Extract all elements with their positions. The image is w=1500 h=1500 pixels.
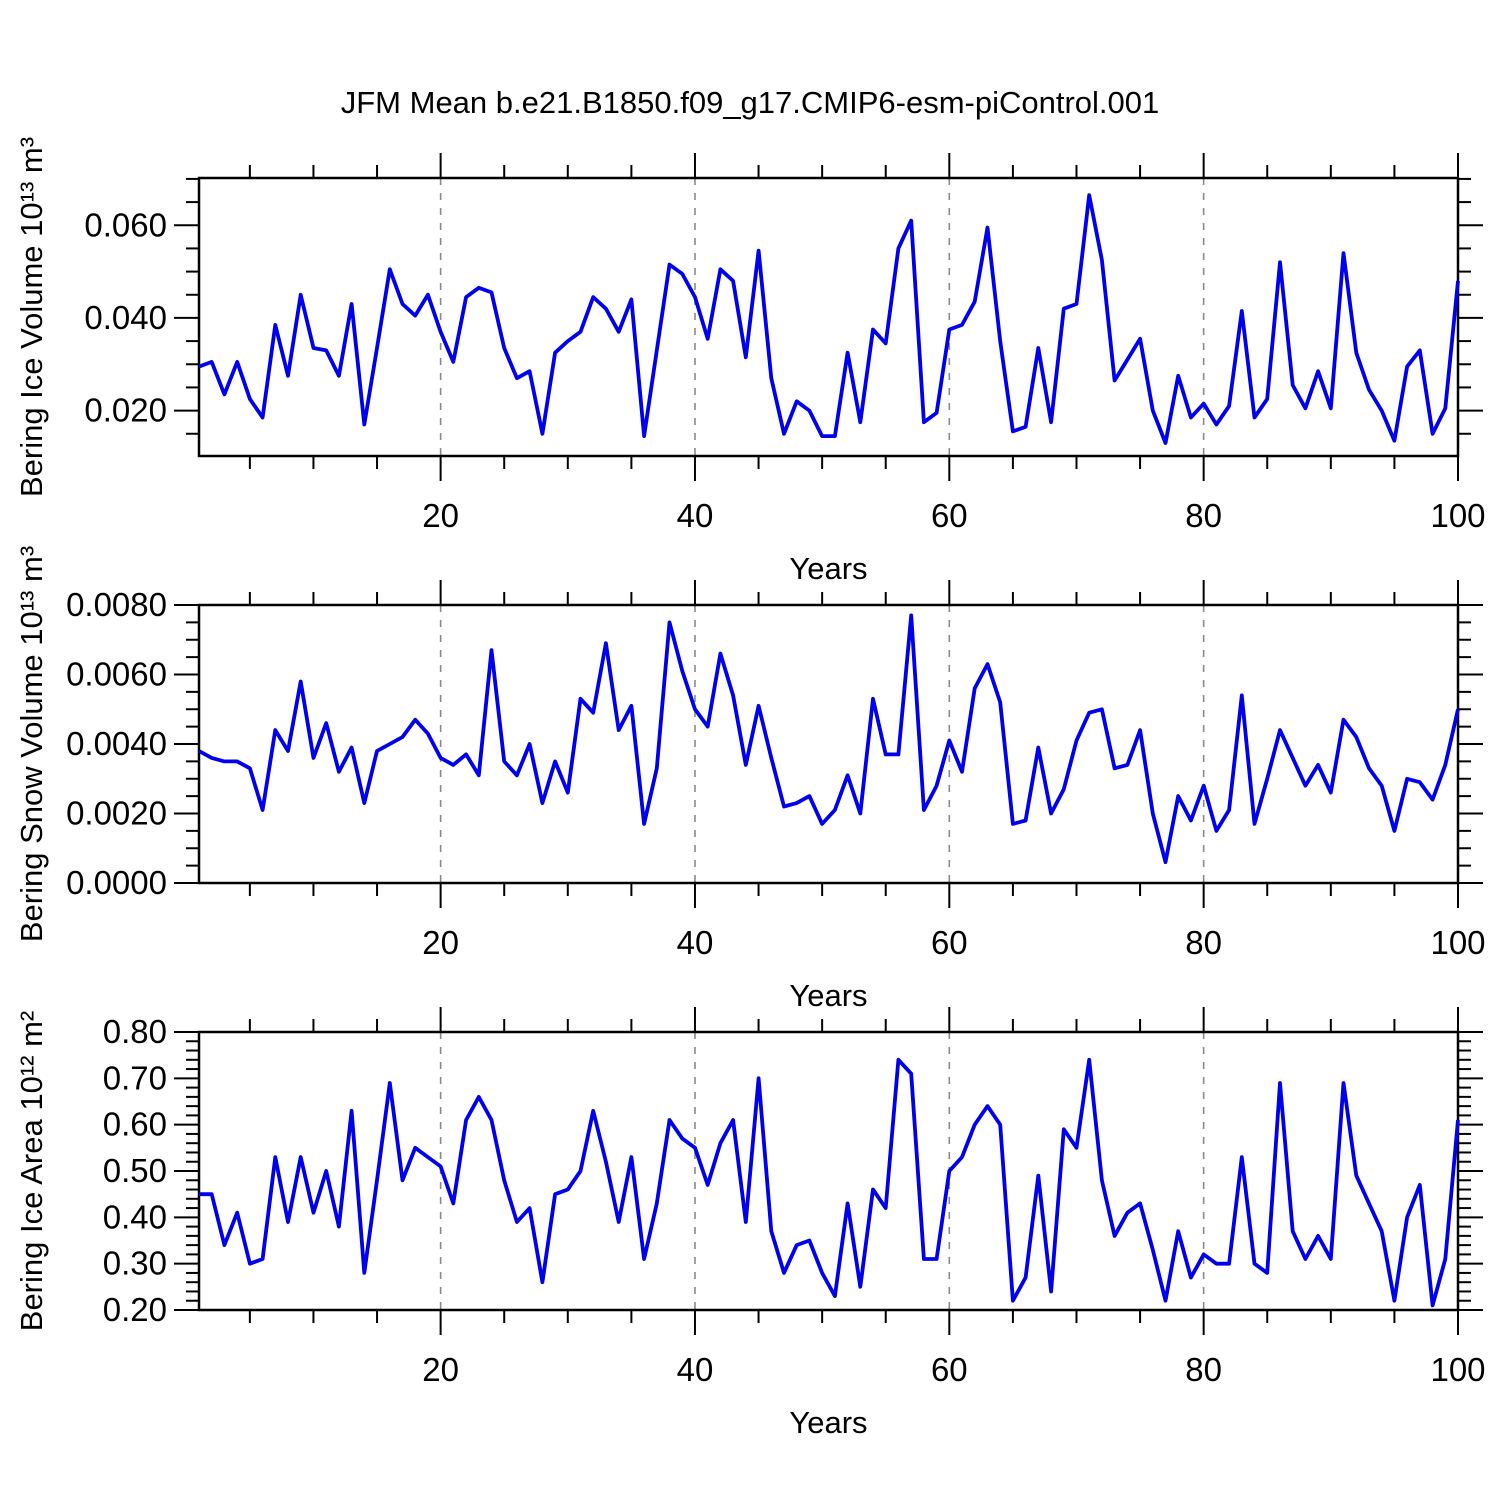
plot-frame	[197, 176, 1460, 458]
svg-text:0.60: 0.60	[103, 1106, 167, 1143]
axis-ticks	[174, 153, 1483, 481]
x-tick-labels: 20 40 60 80 100	[422, 1351, 1485, 1388]
gridlines	[439, 178, 1205, 456]
svg-text:20: 20	[422, 924, 459, 961]
svg-text:20: 20	[422, 1351, 459, 1388]
svg-text:0.040: 0.040	[84, 299, 167, 336]
svg-text:0.50: 0.50	[103, 1152, 167, 1189]
snow-volume-line	[198, 613, 1460, 864]
svg-text:0.0000: 0.0000	[66, 864, 167, 901]
svg-text:0.0040: 0.0040	[66, 725, 167, 762]
svg-text:100: 100	[1430, 497, 1485, 534]
svg-text:0.30: 0.30	[103, 1245, 167, 1282]
svg-text:0.70: 0.70	[103, 1059, 167, 1096]
svg-text:80: 80	[1185, 1351, 1222, 1388]
svg-text:0.20: 0.20	[103, 1291, 167, 1328]
axis-ticks	[174, 1007, 1483, 1335]
svg-text:20: 20	[422, 497, 459, 534]
svg-text:0.0060: 0.0060	[66, 656, 167, 693]
panel-snow-volume: 20 40 60 80 100 0.0000 0.0020 0.0040 0.0060 0.008…	[14, 546, 1486, 1013]
chart-title: JFM Mean b.e21.B1850.f09_g17.CMIP6-esm-p…	[341, 85, 1160, 120]
svg-text:0.40: 0.40	[103, 1198, 167, 1235]
ice-area-line	[199, 1057, 1460, 1308]
svg-text:80: 80	[1185, 924, 1222, 961]
x-axis-title-ice-area: Years	[789, 1405, 867, 1440]
x-axis-title-snow-volume: Years	[789, 978, 867, 1013]
y-axis-title-snow-volume: Bering Snow Volume 10¹³ m³	[14, 546, 49, 942]
svg-text:60: 60	[931, 924, 968, 961]
panel-ice-volume: 20 40 60 80 100 0.020 0.040 0.060 Years Bering Ic…	[14, 137, 1486, 586]
svg-text:60: 60	[931, 497, 968, 534]
x-tick-labels: 20 40 60 80 100	[422, 497, 1485, 534]
panels-group: 20 40 60 80 100 0.020 0.040 0.060 Years Bering Ic…	[14, 137, 1486, 1440]
panel-ice-area: 20 40 60 80 100 0.20 0.30 0.40 0.50 0.60 0.70 0.80 Y…	[14, 1007, 1486, 1440]
x-tick-labels: 20 40 60 80 100	[422, 924, 1485, 961]
y-tick-labels: 0.0000 0.0020 0.0040 0.0060 0.0080	[66, 586, 167, 901]
y-tick-labels: 0.20 0.30 0.40 0.50 0.60 0.70 0.80	[103, 1013, 167, 1328]
y-axis-title-ice-volume: Bering Ice Volume 10¹³ m³	[14, 137, 49, 497]
svg-text:100: 100	[1430, 1351, 1485, 1388]
svg-text:0.80: 0.80	[103, 1013, 167, 1050]
svg-text:40: 40	[677, 924, 714, 961]
svg-text:0.0020: 0.0020	[66, 795, 167, 832]
x-axis-title-ice-volume: Years	[789, 551, 867, 586]
axis-ticks	[174, 580, 1483, 908]
svg-text:100: 100	[1430, 924, 1485, 961]
svg-text:80: 80	[1185, 497, 1222, 534]
y-axis-title-ice-area: Bering Ice Area 10¹² m²	[14, 1011, 49, 1331]
svg-text:40: 40	[677, 497, 714, 534]
svg-text:0.0080: 0.0080	[66, 586, 167, 623]
ice-volume-line	[198, 193, 1460, 445]
svg-text:40: 40	[677, 1351, 714, 1388]
y-tick-labels: 0.020 0.040 0.060	[84, 206, 167, 428]
svg-text:60: 60	[931, 1351, 968, 1388]
svg-text:0.060: 0.060	[84, 206, 167, 243]
svg-text:0.020: 0.020	[84, 392, 167, 429]
gridlines	[439, 605, 1205, 883]
